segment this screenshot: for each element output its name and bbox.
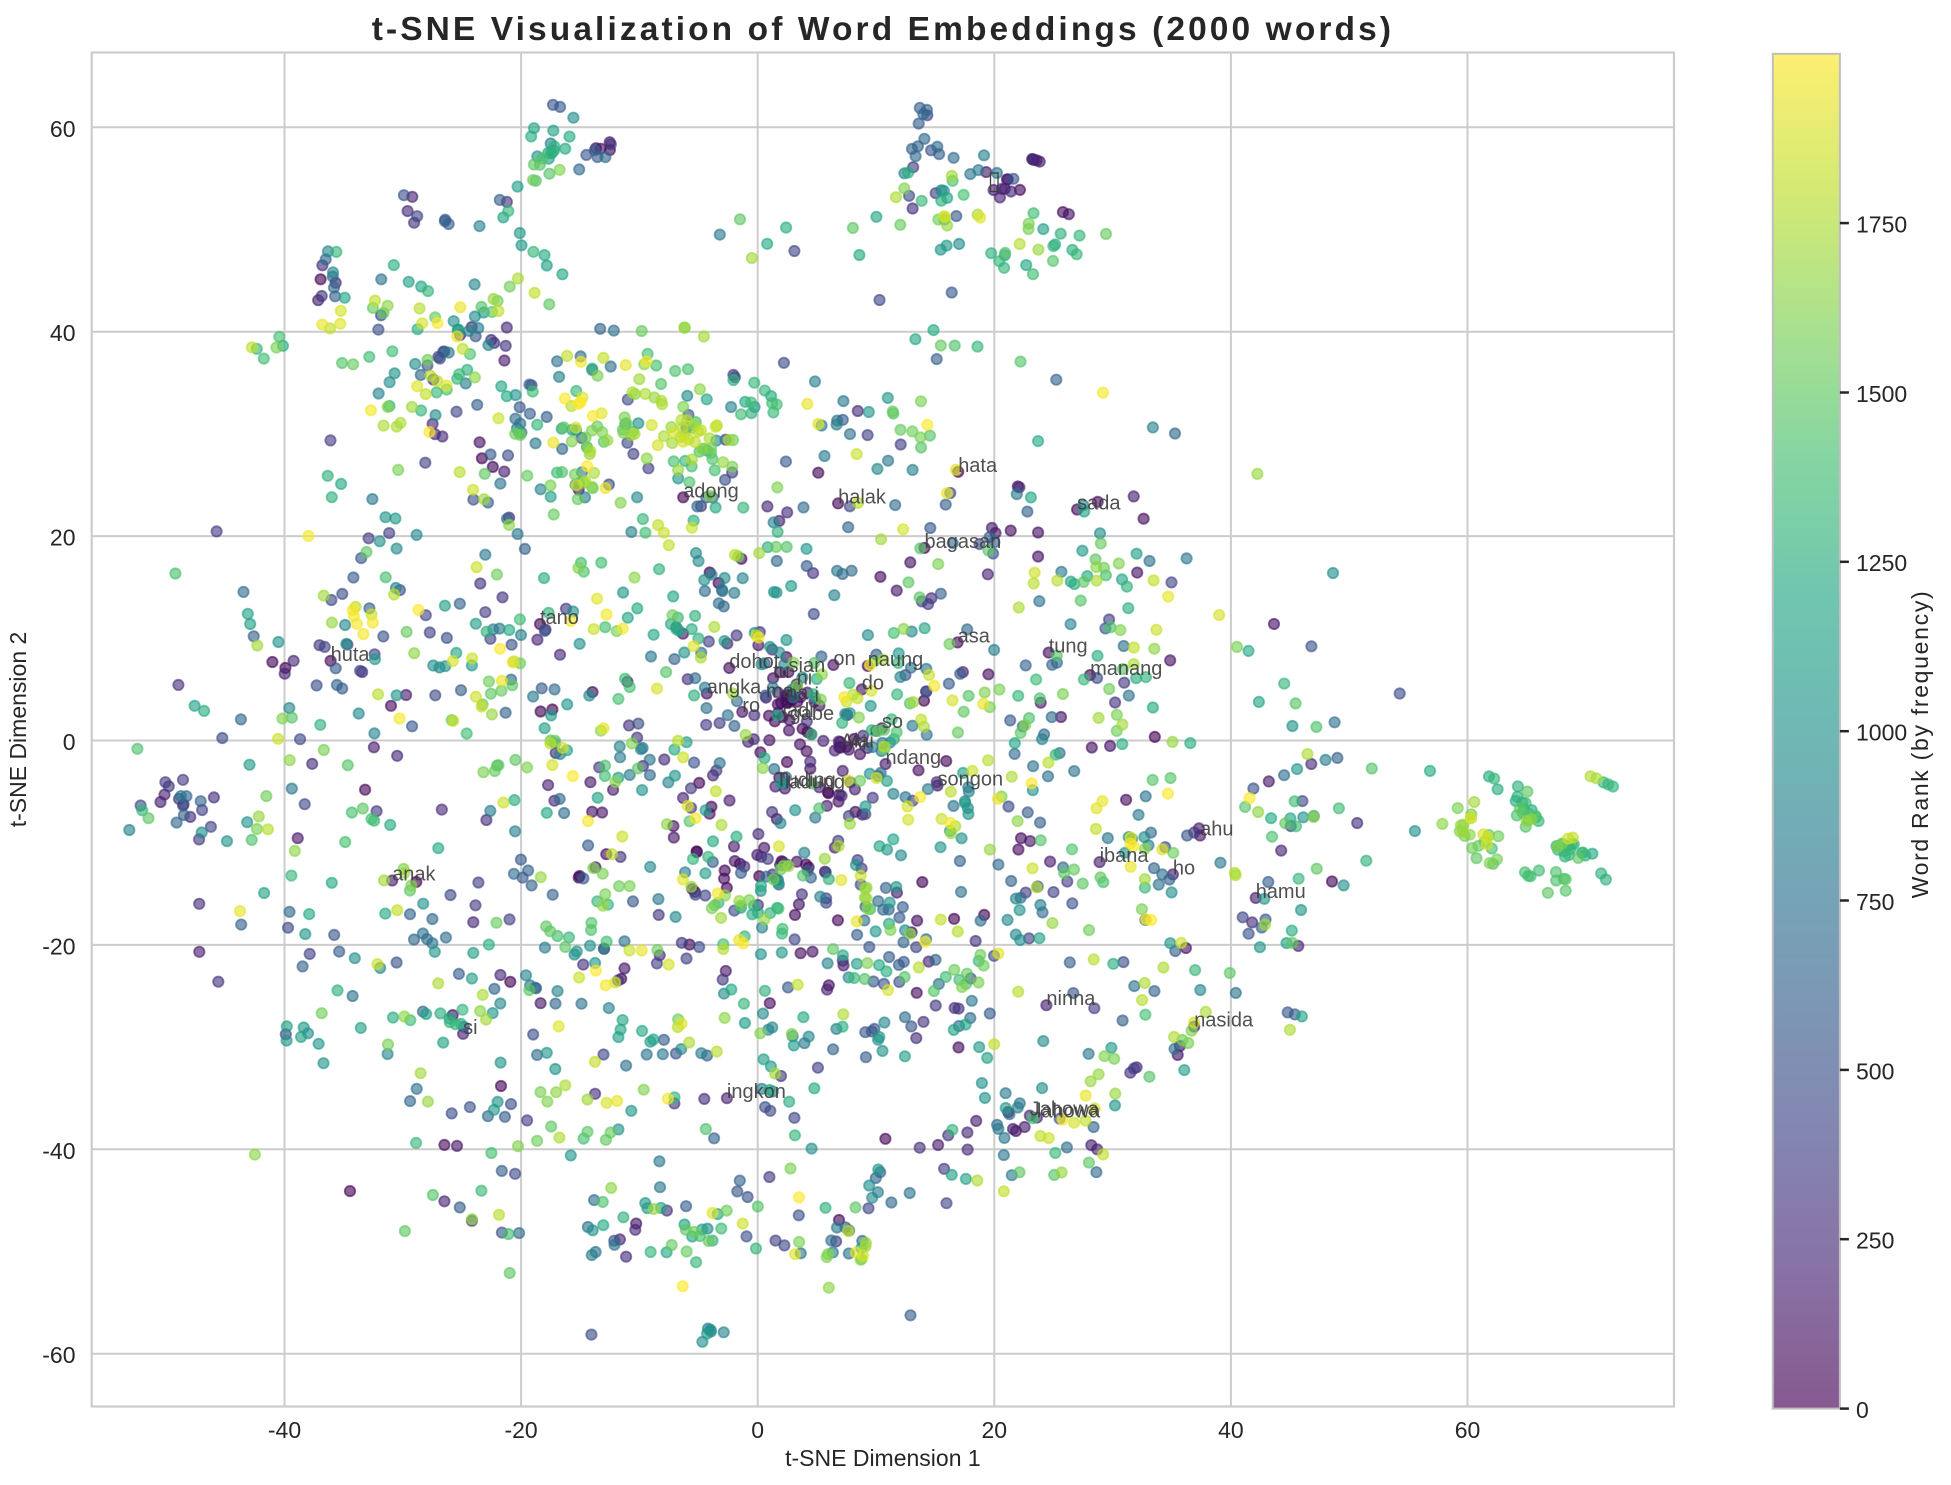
svg-text:40: 40 — [50, 320, 76, 346]
svg-text:-40: -40 — [42, 1138, 75, 1164]
svg-text:Word Rank (by frequency): Word Rank (by frequency) — [1907, 590, 1933, 899]
svg-text:hamu: hamu — [1256, 881, 1306, 903]
svg-text:i: i — [815, 685, 819, 707]
svg-text:60: 60 — [50, 116, 76, 142]
svg-text:500: 500 — [1856, 1058, 1894, 1084]
svg-text:do: do — [862, 672, 884, 694]
svg-text:songon: songon — [938, 769, 1004, 791]
svg-text:1250: 1250 — [1856, 550, 1907, 576]
svg-text:-40: -40 — [268, 1417, 301, 1443]
svg-text:ingkon: ingkon — [727, 1081, 786, 1103]
svg-text:1000: 1000 — [1856, 720, 1907, 746]
svg-text:lahowa: lahowa — [1037, 1101, 1101, 1123]
svg-text:so: so — [882, 711, 903, 733]
svg-text:ndang: ndang — [886, 747, 942, 769]
svg-text:ro: ro — [742, 695, 760, 717]
svg-text:dohot: dohot — [729, 651, 779, 673]
svg-text:si: si — [463, 1017, 477, 1039]
svg-text:naung: naung — [868, 649, 924, 671]
svg-text:huta: huta — [331, 644, 371, 666]
svg-text:t-SNE Visualization of Word Em: t-SNE Visualization of Word Embeddings (… — [372, 11, 1394, 48]
svg-text:0: 0 — [1856, 1397, 1869, 1423]
svg-text:t-SNE Dimension 2: t-SNE Dimension 2 — [5, 632, 31, 828]
svg-text:t-SNE Dimension 1: t-SNE Dimension 1 — [785, 1445, 981, 1471]
svg-text:angka: angka — [707, 677, 762, 699]
svg-text:gabe: gabe — [790, 703, 835, 725]
svg-text:ho: ho — [1173, 857, 1195, 879]
svg-text:ahu: ahu — [1200, 819, 1233, 841]
svg-text:adong: adong — [683, 480, 739, 502]
svg-text:750: 750 — [1856, 889, 1894, 915]
svg-text:halak: halak — [838, 486, 887, 508]
svg-text:sian: sian — [789, 655, 826, 677]
svg-text:ni: ni — [797, 667, 813, 689]
svg-text:sada: sada — [1077, 493, 1121, 515]
svg-text:20: 20 — [982, 1417, 1008, 1443]
svg-text:anak: anak — [392, 864, 436, 886]
svg-text:ma: ma — [766, 681, 795, 703]
svg-text:tu: tu — [773, 661, 790, 683]
svg-text:-20: -20 — [504, 1417, 537, 1443]
svg-text:1500: 1500 — [1856, 381, 1907, 407]
svg-text:bagasan: bagasan — [925, 531, 1002, 553]
svg-text:jadi: jadi — [782, 700, 814, 722]
svg-text:Ai: Ai — [849, 733, 867, 755]
svg-text:1750: 1750 — [1856, 212, 1907, 238]
svg-text:tung: tung — [1049, 636, 1088, 658]
svg-text:manang: manang — [1090, 658, 1162, 680]
svg-text:Tuding: Tuding — [775, 770, 835, 792]
svg-text:20: 20 — [50, 525, 76, 551]
svg-text:Jahowa: Jahowa — [1030, 1099, 1100, 1121]
svg-text:nasida: nasida — [1194, 1010, 1254, 1032]
svg-text:Alai: Alai — [841, 731, 874, 753]
svg-text:0: 0 — [751, 1417, 764, 1443]
svg-text:-60: -60 — [42, 1342, 75, 1368]
svg-text:ladung: ladung — [785, 772, 845, 794]
svg-text:ibana: ibana — [1100, 845, 1150, 867]
svg-text:tano: tano — [540, 607, 579, 629]
svg-text:na: na — [786, 683, 809, 705]
svg-text:0: 0 — [63, 729, 76, 755]
svg-text:on: on — [833, 648, 855, 670]
svg-text:-20: -20 — [42, 933, 75, 959]
svg-text:asa: asa — [958, 625, 991, 647]
svg-text:60: 60 — [1455, 1417, 1481, 1443]
svg-text:ninna: ninna — [1046, 988, 1096, 1010]
svg-text:40: 40 — [1218, 1417, 1244, 1443]
svg-text:hata: hata — [958, 455, 998, 477]
svg-text:250: 250 — [1856, 1228, 1894, 1254]
